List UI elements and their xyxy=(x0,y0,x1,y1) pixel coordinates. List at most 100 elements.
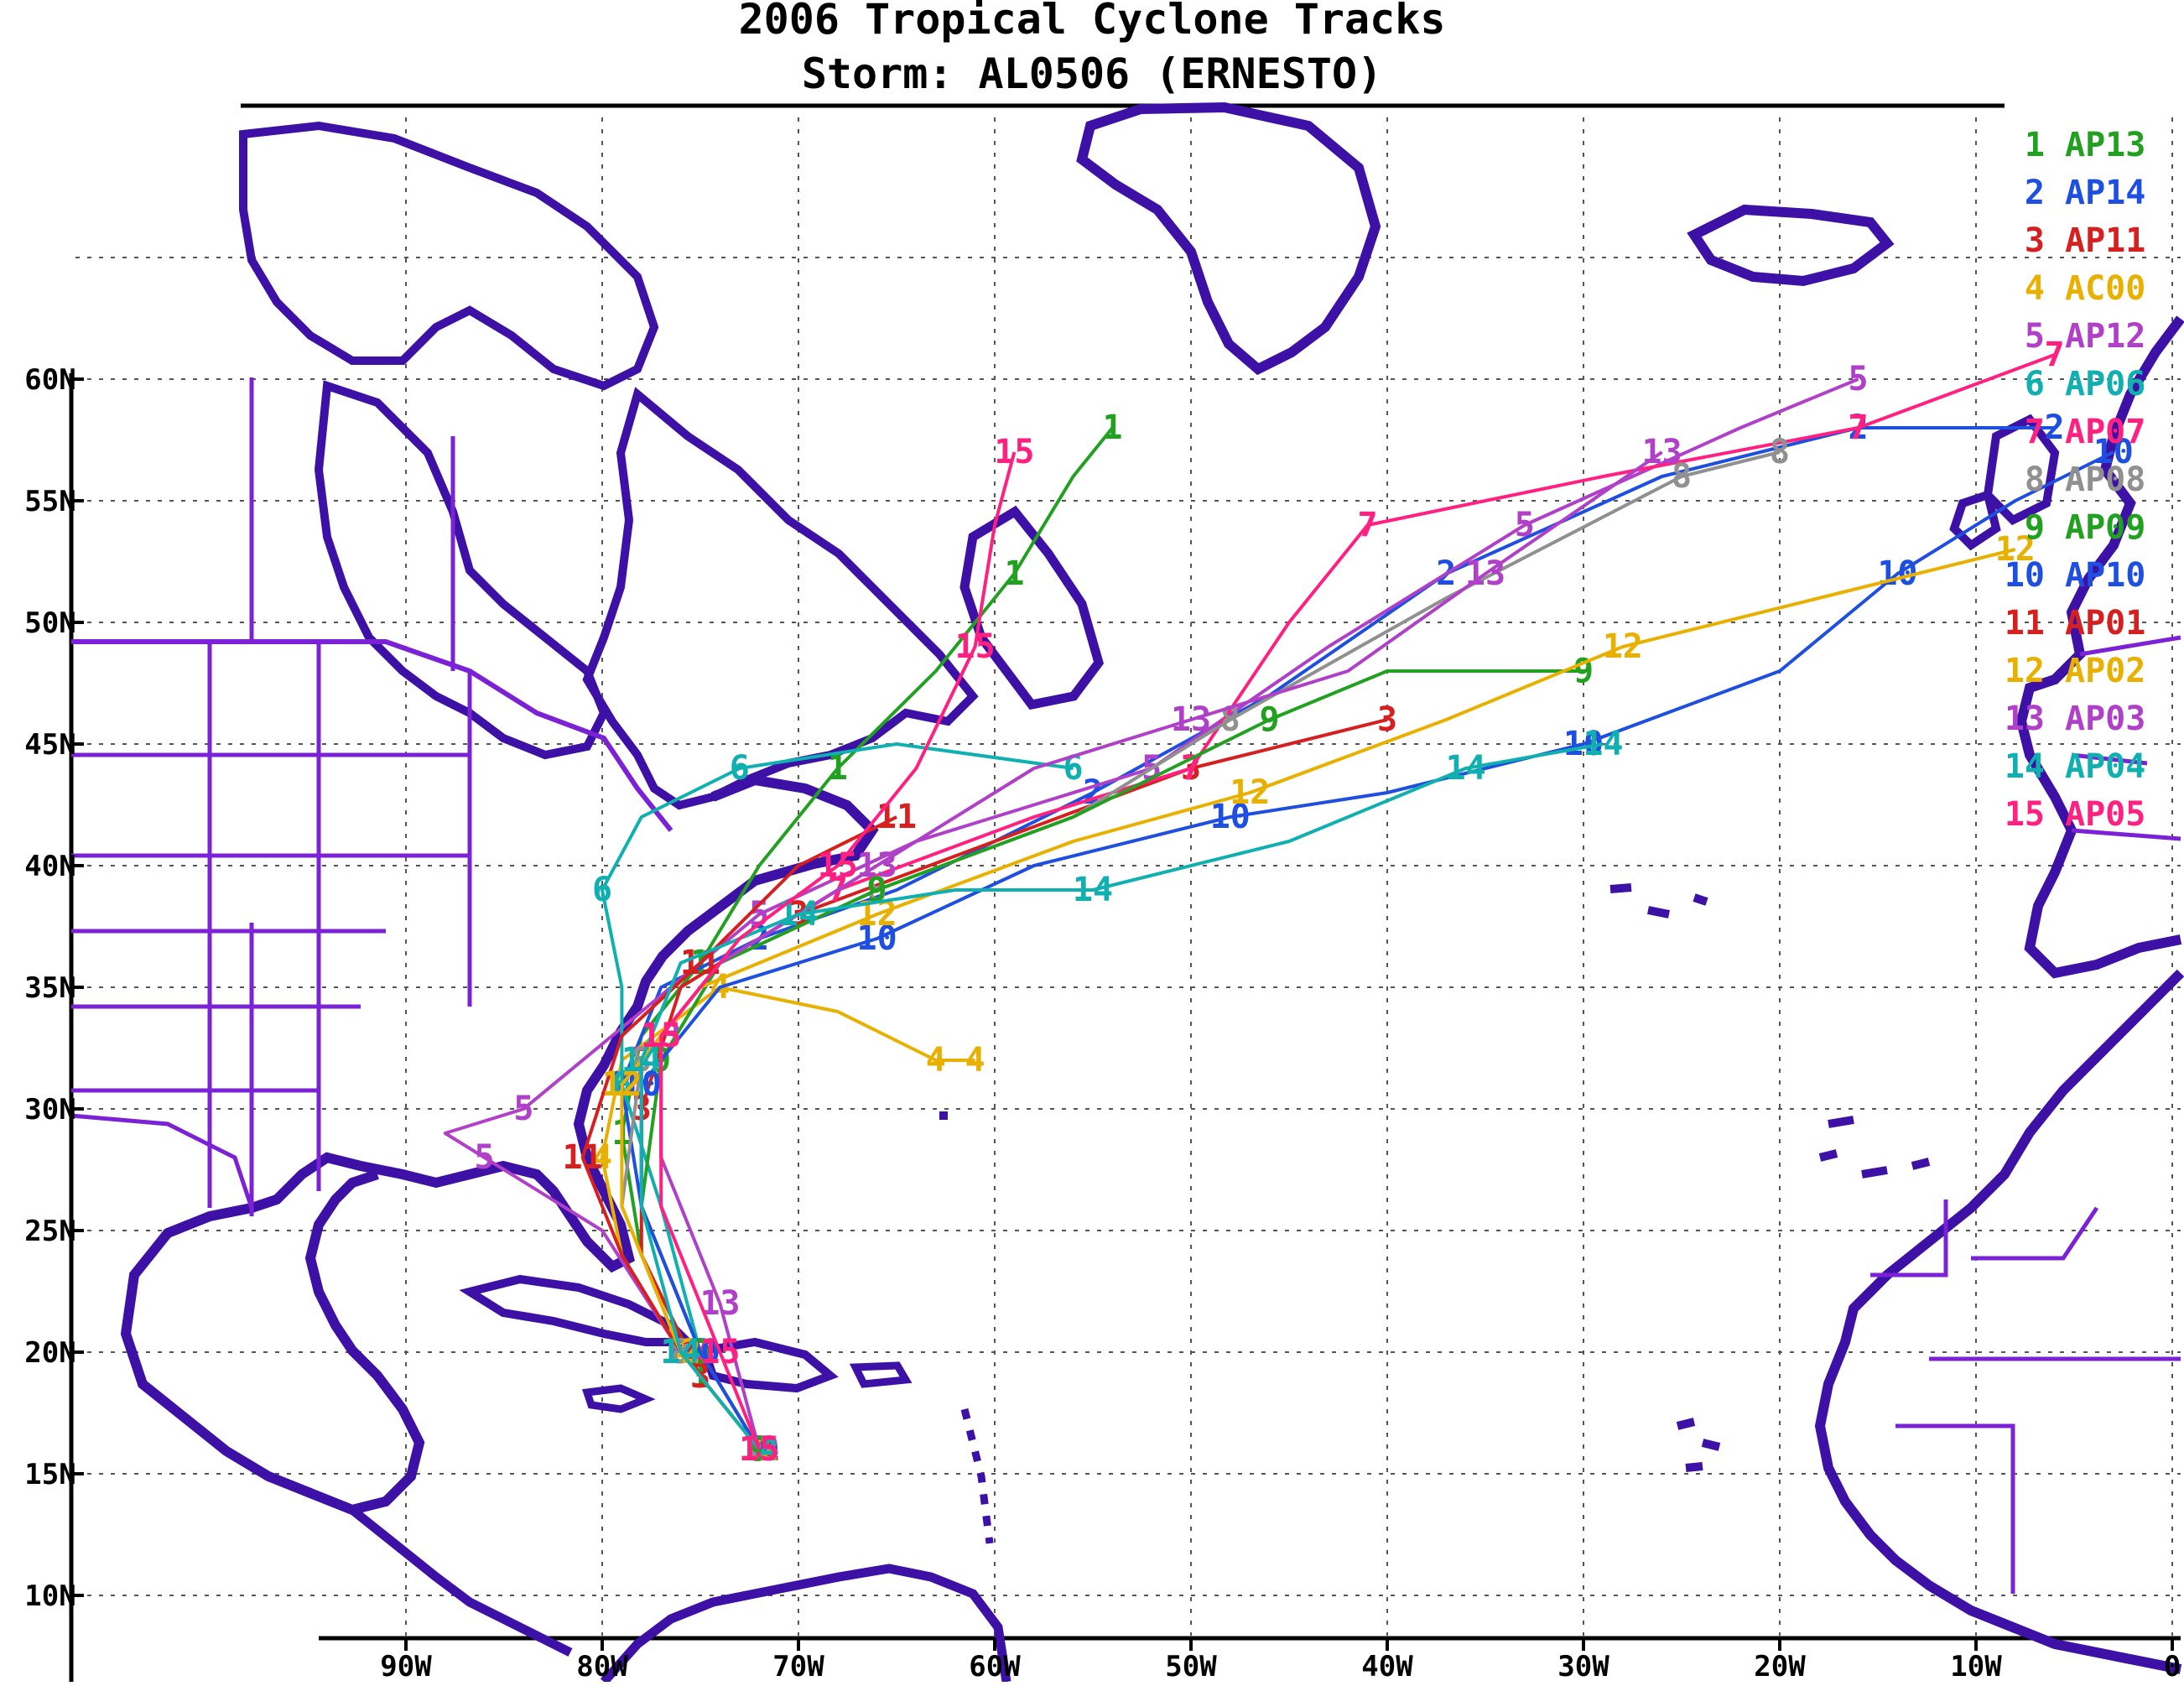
track-marker-1: 1 xyxy=(1004,554,1024,593)
legend-label: AP02 xyxy=(2065,652,2145,690)
lesser-antilles xyxy=(960,1408,994,1544)
track-marker-9: 9 xyxy=(1573,652,1594,690)
lon-tick-label: 40W xyxy=(1361,1650,1413,1682)
legend-label: AP06 xyxy=(2065,365,2145,403)
us-mexico-border xyxy=(70,1113,254,1209)
lat-tick-label: 60N xyxy=(24,363,75,397)
canada-province-lines xyxy=(249,377,455,671)
track-marker-15: 15 xyxy=(955,627,996,666)
legend-number: 14 xyxy=(2005,747,2045,786)
lon-tick-label: 90W xyxy=(380,1650,432,1682)
lon-tick-label: 10W xyxy=(1950,1650,2002,1682)
iceland-coast xyxy=(1687,204,1895,287)
track-marker-8: 8 xyxy=(1672,457,1692,496)
lon-tick-label: 70W xyxy=(772,1650,824,1682)
lon-tick-label: 50W xyxy=(1165,1650,1217,1682)
track-line-8 xyxy=(620,450,1781,1451)
azores xyxy=(1609,883,1708,918)
legend-number: 5 xyxy=(2025,317,2045,356)
british-isles-coast xyxy=(1949,414,2060,551)
map-title-line2: Storm: AL0506 (ERNESTO) xyxy=(802,49,1382,98)
track-marker-10: 10 xyxy=(2093,433,2134,471)
legend-label: AC00 xyxy=(2065,269,2145,308)
europe-borders xyxy=(2071,635,2181,841)
legend-number: 15 xyxy=(2005,795,2045,834)
track-line-13 xyxy=(659,450,1663,1450)
track-marker-15: 15 xyxy=(994,433,1034,471)
legend-label: AP08 xyxy=(2065,461,2145,499)
track-marker-6: 6 xyxy=(730,749,750,788)
legend-number: 12 xyxy=(2005,652,2045,690)
track-marker-14: 14 xyxy=(1446,749,1486,788)
lat-tick-label: 35N xyxy=(24,971,75,1005)
legend-label: AP07 xyxy=(2065,413,2145,451)
africa-coast xyxy=(1814,969,2184,1674)
land-outlines xyxy=(70,101,2184,1685)
map-title-line1: 2006 Tropical Cyclone Tracks xyxy=(739,0,1446,44)
cape-verde xyxy=(1676,1418,1721,1472)
madeira-canaries xyxy=(1818,1116,1931,1179)
longitude-labels: 90W 80W 70W 60W 50W 40W 30W 20W 10W 0 xyxy=(380,1638,2181,1683)
track-marker-12: 12 xyxy=(1230,773,1270,812)
lat-tick-label: 15N xyxy=(24,1458,75,1491)
track-marker-7: 7 xyxy=(1849,408,1869,447)
track-marker-15: 15 xyxy=(641,1017,681,1055)
track-marker-5: 5 xyxy=(1515,506,1535,544)
track-marker-7: 7 xyxy=(1358,506,1378,544)
track-marker-4: 4 xyxy=(926,1041,946,1080)
greenland-coast xyxy=(1076,101,1381,376)
legend-label: AP05 xyxy=(2065,795,2145,834)
track-line-2 xyxy=(620,426,2055,1451)
africa-borders xyxy=(1870,1199,2181,1594)
legend-number: 7 xyxy=(2025,413,2045,451)
legend-number: 10 xyxy=(2005,556,2045,595)
legend-number: 8 xyxy=(2025,461,2045,499)
track-marker-15: 15 xyxy=(818,846,858,885)
legend-number: 1 xyxy=(2025,126,2045,164)
us-canada-border xyxy=(71,639,673,832)
legend-label: AP01 xyxy=(2065,604,2145,643)
track-marker-1: 1 xyxy=(1102,408,1122,447)
track-marker-13: 13 xyxy=(1642,433,1682,471)
track-marker-11: 11 xyxy=(876,798,917,836)
track-marker-13: 13 xyxy=(1465,554,1505,593)
legend-label: AP09 xyxy=(2065,508,2145,547)
track-line-6 xyxy=(601,742,1074,1451)
track-marker-10: 10 xyxy=(1210,798,1251,836)
track-marker-14: 14 xyxy=(778,895,819,934)
legend-number: 2 xyxy=(2025,174,2045,212)
hispaniola-coast xyxy=(699,1337,839,1393)
legend-label: AP10 xyxy=(2065,556,2145,595)
lon-tick-label: 80W xyxy=(576,1650,628,1682)
legend-number: 9 xyxy=(2025,508,2045,547)
track-marker-5: 5 xyxy=(513,1090,533,1128)
lat-tick-label: 55N xyxy=(24,485,75,518)
us-east-coast xyxy=(250,774,879,1273)
lat-tick-label: 45N xyxy=(24,728,75,762)
track-marker-8: 8 xyxy=(1770,433,1790,471)
lon-tick-label: 30W xyxy=(1557,1650,1609,1682)
europe-coast xyxy=(2015,315,2184,979)
legend-number: 4 xyxy=(2025,269,2045,308)
track-marker-7: 7 xyxy=(2045,336,2065,374)
latitude-labels: 60N 55N 50N 45N 40N 35N 30N 25N 20N 15N 10N xyxy=(24,363,84,1613)
jamaica-coast xyxy=(581,1384,656,1413)
track-marker-14: 14 xyxy=(661,1333,701,1371)
arctic-islands-coast xyxy=(239,121,659,391)
track-marker-14: 14 xyxy=(1583,725,1623,763)
track-line-15 xyxy=(659,451,1017,1450)
track-marker-5: 5 xyxy=(1849,360,1869,398)
track-line-12 xyxy=(620,548,2016,1451)
track-marker-5: 5 xyxy=(475,1138,495,1177)
track-marker-6: 6 xyxy=(592,871,612,909)
lat-tick-label: 20N xyxy=(24,1336,75,1370)
track-marker-4: 4 xyxy=(592,1138,612,1177)
south-america-coast xyxy=(600,1564,1011,1685)
track-marker-15: 15 xyxy=(739,1430,779,1469)
track-marker-9: 9 xyxy=(1260,700,1280,739)
legend-number: 3 xyxy=(2025,221,2045,260)
lon-tick-label: 20W xyxy=(1754,1650,1806,1682)
